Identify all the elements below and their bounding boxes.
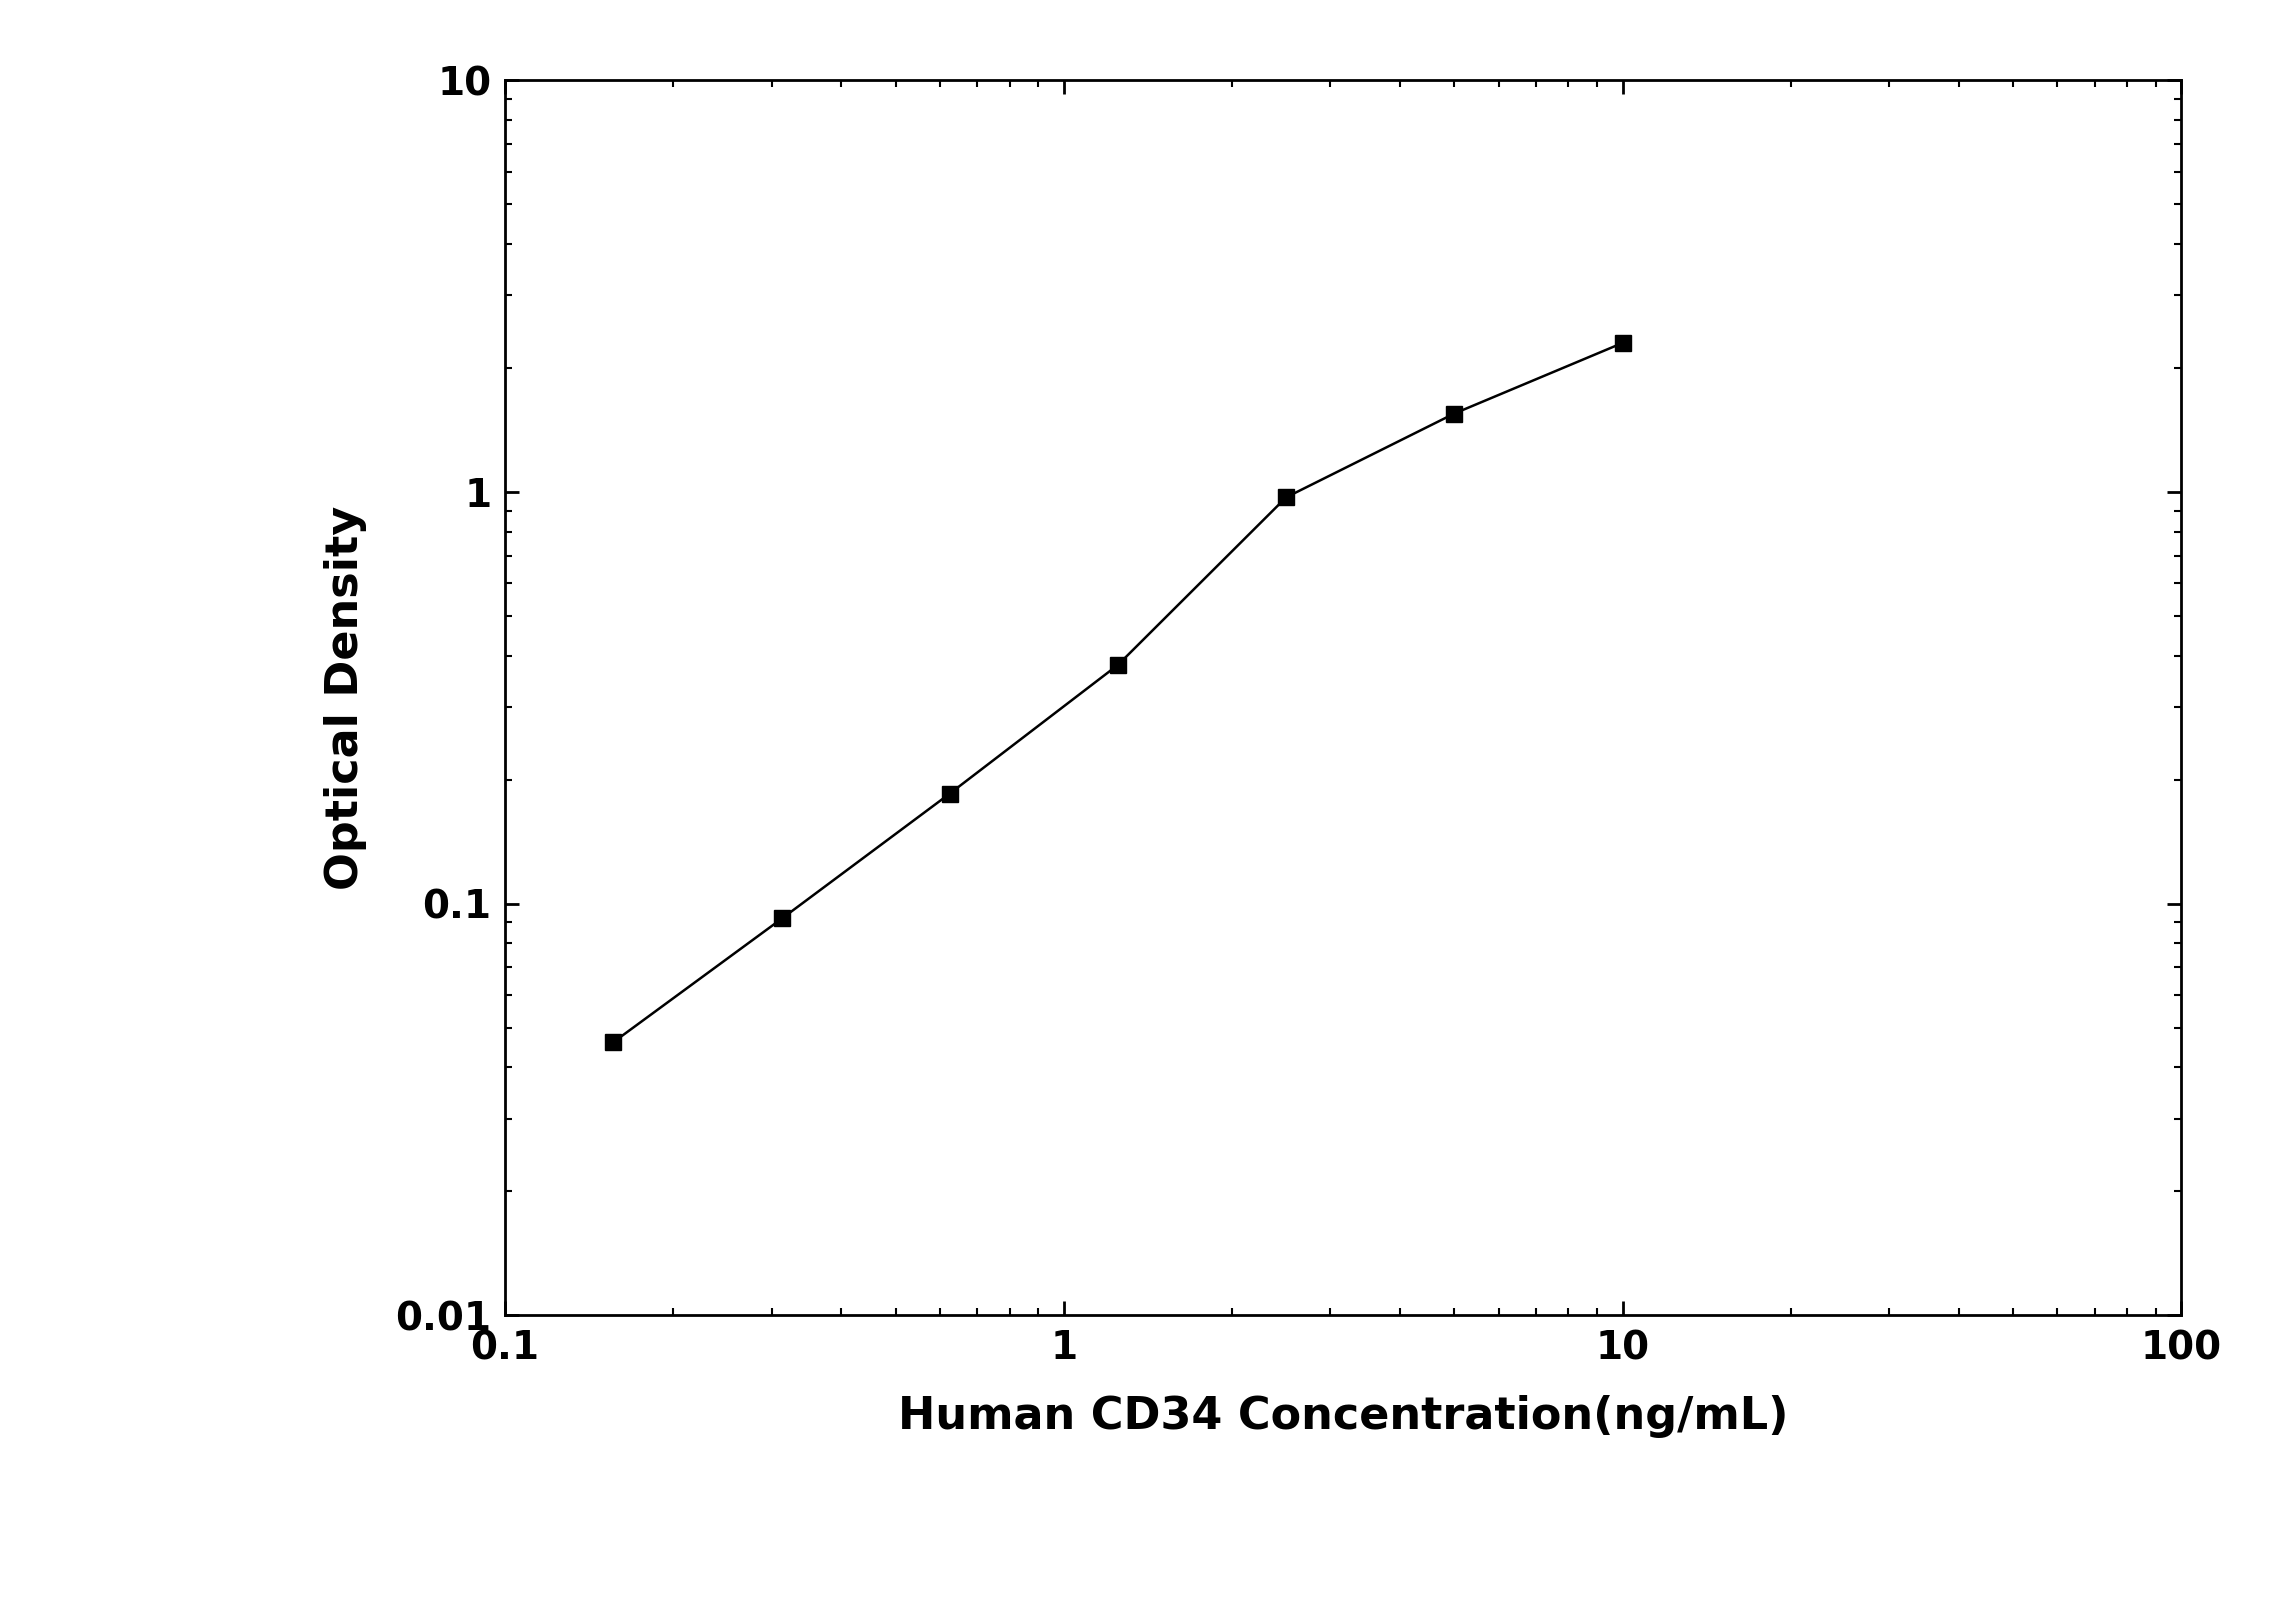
Y-axis label: Optical Density: Optical Density: [324, 505, 367, 890]
X-axis label: Human CD34 Concentration(ng/mL): Human CD34 Concentration(ng/mL): [898, 1395, 1789, 1437]
